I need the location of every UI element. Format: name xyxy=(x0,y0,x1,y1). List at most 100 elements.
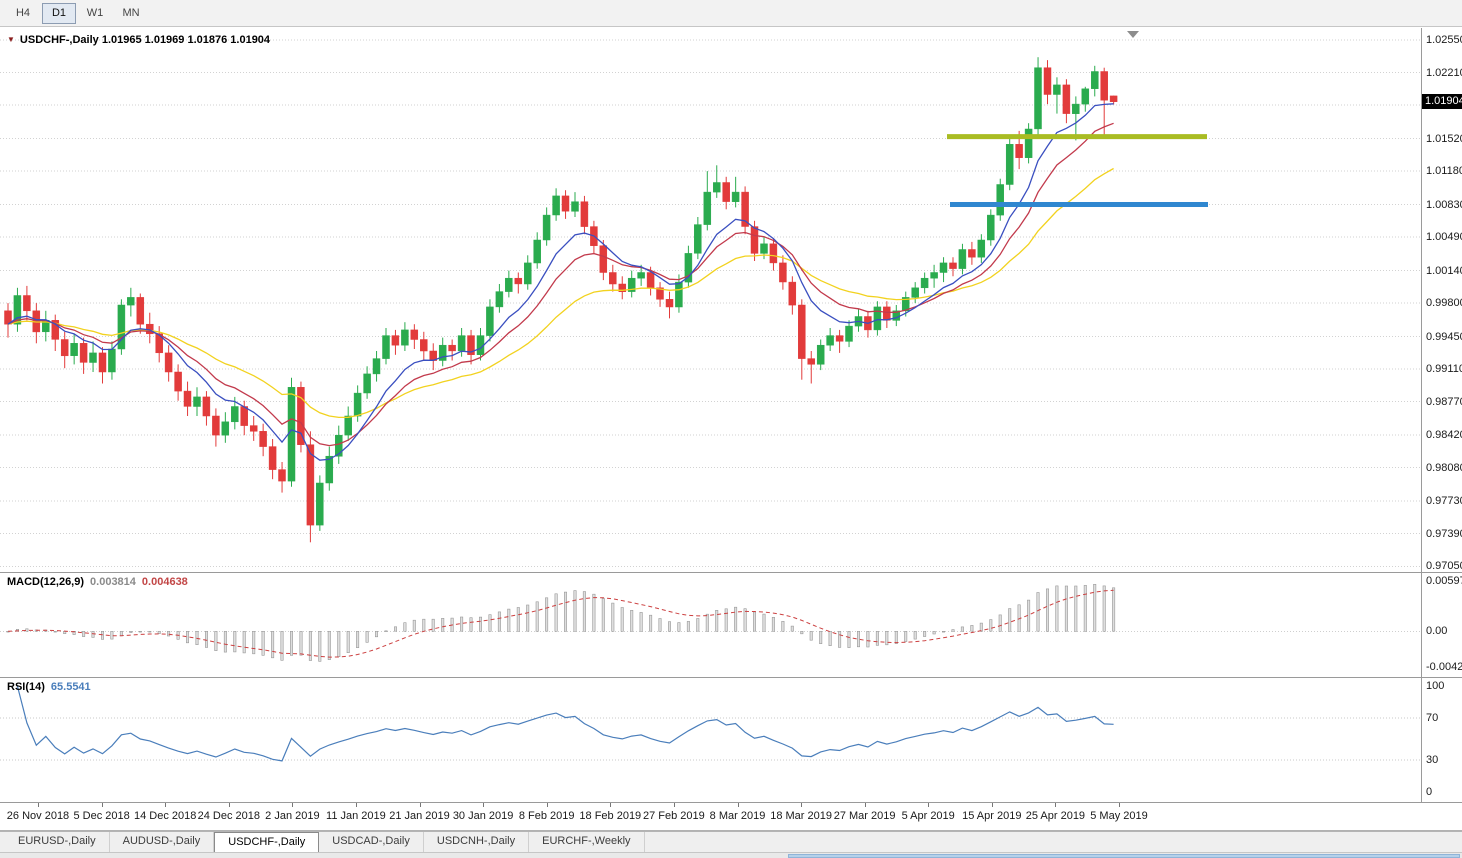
price-scale-label: 1.02210 xyxy=(1426,66,1462,79)
price-scale-label: 1.00490 xyxy=(1426,231,1462,244)
rsi-scale-label: 0 xyxy=(1426,786,1433,798)
price-scale-label: 0.98420 xyxy=(1426,429,1462,442)
ma-slow-yellow xyxy=(7,167,1114,419)
time-tick xyxy=(165,803,167,807)
date-label: 21 Jan 2019 xyxy=(389,810,450,822)
ma-medium-red xyxy=(7,122,1114,447)
time-tick xyxy=(1119,803,1120,807)
date-label: 25 Apr 2019 xyxy=(1025,810,1086,822)
macd-signal-value: 0.004638 xyxy=(141,576,188,588)
rsi-scale-label: 100 xyxy=(1426,680,1445,692)
ma-fast-blue xyxy=(7,103,1114,461)
price-scale-label: 0.98770 xyxy=(1426,395,1462,408)
rsi-canvas[interactable] xyxy=(0,678,1462,802)
time-tick xyxy=(483,803,485,807)
macd-main-value: 0.003814 xyxy=(90,576,136,588)
chart-tab-eurusd-daily[interactable]: EURUSD-,Daily xyxy=(5,832,110,852)
time-tick xyxy=(610,803,612,807)
rsi-line xyxy=(16,685,1114,762)
date-label: 27 Feb 2019 xyxy=(643,810,705,822)
price-scale-label: 1.00830 xyxy=(1426,198,1462,211)
price-scale-label: 1.01520 xyxy=(1426,132,1462,145)
date-label: 27 Mar 2019 xyxy=(833,810,896,822)
macd-histogram xyxy=(6,584,1116,662)
horizontal-scrollbar[interactable] xyxy=(0,852,1462,858)
date-label: 18 Feb 2019 xyxy=(579,810,642,822)
time-tick xyxy=(355,803,357,807)
time-tick xyxy=(864,803,866,807)
rsi-title: RSI(14) 65.5541 xyxy=(7,681,91,693)
date-label: 8 Feb 2019 xyxy=(518,810,575,822)
chart-title: ▼ USDCHF-,Daily 1.01965 1.01969 1.01876 1… xyxy=(7,34,270,46)
price-scale-label: 1.02550 xyxy=(1426,34,1462,46)
date-label: 14 Dec 2018 xyxy=(133,810,197,822)
time-tick xyxy=(928,803,930,807)
main-chart-panel[interactable]: ▼ USDCHF-,Daily 1.01965 1.01969 1.01876 1… xyxy=(0,28,1462,573)
candles-group xyxy=(4,57,1118,543)
macd-canvas[interactable] xyxy=(0,573,1462,677)
rsi-value: 65.5541 xyxy=(50,681,91,693)
time-tick xyxy=(737,803,739,807)
time-tick xyxy=(228,803,230,807)
date-label: 5 Dec 2018 xyxy=(73,810,130,822)
rsi-panel[interactable]: RSI(14) 65.5541 xyxy=(0,678,1462,803)
time-tick xyxy=(801,803,803,807)
main-chart-canvas[interactable] xyxy=(0,28,1462,572)
rsi-label: RSI(14) xyxy=(7,681,45,693)
price-scale[interactable]: 1.02550 1.02210 1.01520 1.01180 1.00830 1.004… xyxy=(1421,28,1462,803)
date-label: 26 Nov 2018 xyxy=(6,810,70,822)
date-label: 24 Dec 2018 xyxy=(197,810,260,822)
price-scale-label: 1.01180 xyxy=(1426,165,1462,178)
macd-label: MACD(12,26,9) xyxy=(7,576,85,588)
symbol-dropdown-icon[interactable]: ▼ xyxy=(7,35,15,44)
date-label: 18 Mar 2019 xyxy=(770,810,832,822)
chart-ohlc-values: 1.01965 1.01969 1.01876 1.01904 xyxy=(101,34,271,46)
chart-tab-usdcad-daily[interactable]: USDCAD-,Daily xyxy=(319,832,424,852)
time-tick xyxy=(546,803,548,807)
price-gridlines xyxy=(0,39,1420,567)
price-scale-label: 0.97390 xyxy=(1426,527,1462,540)
date-label: 30 Jan 2019 xyxy=(452,810,514,822)
price-scale-label: 0.99450 xyxy=(1426,330,1462,343)
chart-tab-bar: EURUSD-,Daily AUDUSD-,Daily USDCHF-,Daily U… xyxy=(0,831,1462,852)
date-label: 8 Mar 2019 xyxy=(709,810,766,822)
price-scale-label: 0.97730 xyxy=(1426,495,1462,508)
price-scale-label: 0.99110 xyxy=(1426,363,1462,376)
timeframe-button-w1[interactable]: W1 xyxy=(86,6,104,19)
chart-symbol-label: USDCHF-,Daily xyxy=(19,34,99,46)
date-label: 5 May 2019 xyxy=(1090,810,1148,822)
date-label: 15 Apr 2019 xyxy=(962,810,1022,822)
macd-scale-label: 0.00597 xyxy=(1426,575,1462,587)
date-label: 11 Jan 2019 xyxy=(326,810,386,822)
macd-scale-label: -0.004243 xyxy=(1426,661,1462,673)
time-tick xyxy=(292,803,294,807)
date-label: 2 Jan 2019 xyxy=(265,810,320,822)
macd-panel[interactable]: MACD(12,26,9) 0.003814 0.004638 xyxy=(0,573,1462,678)
price-scale-label: 1.00140 xyxy=(1426,264,1462,277)
price-scale-label: 0.97050 xyxy=(1426,560,1462,573)
time-tick xyxy=(991,803,993,807)
macd-scale-label: 0.00 xyxy=(1426,625,1448,638)
macd-signal-line xyxy=(7,589,1114,658)
timeframe-button-mn[interactable]: MN xyxy=(122,6,140,19)
price-scale-label: 0.98080 xyxy=(1426,461,1462,474)
time-tick xyxy=(419,803,421,807)
scrollbar-thumb[interactable] xyxy=(788,854,1460,858)
price-scale-label: 0.99800 xyxy=(1426,297,1462,310)
chart-tab-audusd-daily[interactable]: AUDUSD-,Daily xyxy=(110,832,215,852)
timeframe-button-h4[interactable]: H4 xyxy=(15,6,31,19)
timeframe-button-d1[interactable]: D1 xyxy=(42,2,76,24)
chart-tab-usdcnh-daily[interactable]: USDCNH-,Daily xyxy=(424,832,530,852)
rsi-scale-label: 30 xyxy=(1426,754,1439,767)
chart-shift-marker-icon[interactable] xyxy=(1127,31,1139,38)
timeframe-toolbar: H4 D1 W1 MN xyxy=(0,0,1462,27)
current-price-badge: 1.01904 xyxy=(1422,93,1462,109)
time-tick xyxy=(673,803,675,807)
chart-tab-eurchf-weekly[interactable]: EURCHF-,Weekly xyxy=(529,832,645,852)
time-scale[interactable]: 26 Nov 2018 5 Dec 2018 14 Dec 2018 24 Dec 2… xyxy=(0,803,1462,831)
time-tick xyxy=(1055,803,1057,807)
chart-tab-usdchf-daily[interactable]: USDCHF-,Daily xyxy=(214,832,320,852)
time-tick xyxy=(38,803,39,807)
rsi-scale-label: 70 xyxy=(1426,711,1439,724)
macd-title: MACD(12,26,9) 0.003814 0.004638 xyxy=(7,576,188,588)
